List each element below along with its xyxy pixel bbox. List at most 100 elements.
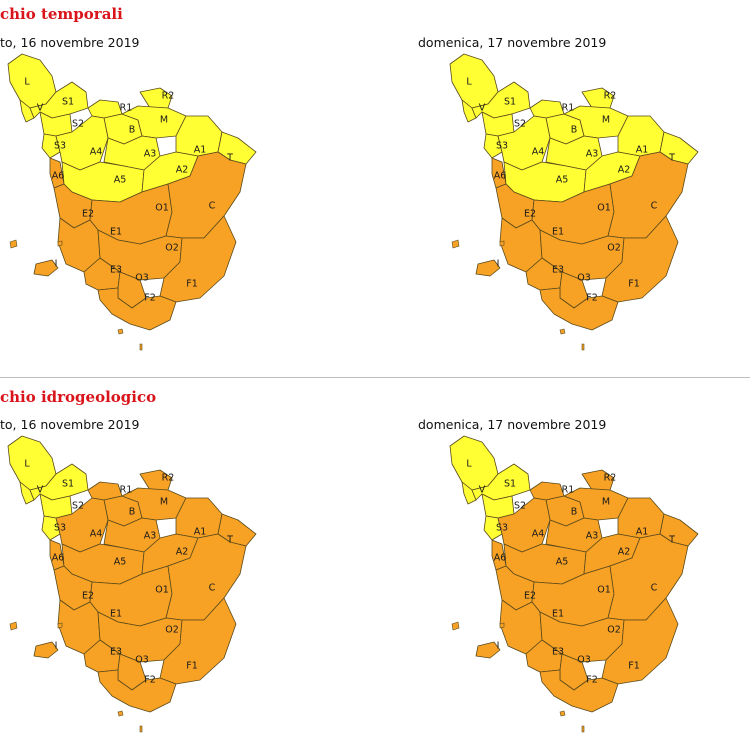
zone-label-a6: A6 xyxy=(494,171,507,182)
zone-label-o1: O1 xyxy=(597,585,611,596)
zone-label-a1: A1 xyxy=(194,145,207,156)
date-label-right: domenica, 17 novembre 2019 xyxy=(418,417,607,432)
zone-label-e2: E2 xyxy=(524,209,536,220)
zone-label-s1: S1 xyxy=(504,97,516,108)
zone-r2 xyxy=(581,87,615,109)
zone-label-f2: F2 xyxy=(144,675,156,686)
zone-i xyxy=(33,259,59,277)
zone-a4 xyxy=(497,115,551,171)
zone-label-e2: E2 xyxy=(82,591,94,602)
zone-label-r1: R1 xyxy=(120,485,133,496)
zone-label-m: M xyxy=(602,497,610,508)
island-3 xyxy=(581,343,585,351)
date-label-right: domenica, 17 novembre 2019 xyxy=(418,35,607,50)
zone-label-c: C xyxy=(651,201,658,212)
zone-f2 xyxy=(539,287,619,331)
zone-label-m: M xyxy=(160,497,168,508)
alert-map-idrogeologico-day2: L V S1 S2 R1 R2 B M S3 A4 A3 A1 T A6 A5 A2 E2 O1 C E1 O2 I E3 O… xyxy=(442,434,722,734)
zone-label-b: B xyxy=(129,507,136,518)
zone-label-a4: A4 xyxy=(532,147,545,158)
zone-label-f1: F1 xyxy=(186,661,198,672)
zone-label-s1: S1 xyxy=(504,479,516,490)
zone-label-s1: S1 xyxy=(62,479,74,490)
zone-label-r1: R1 xyxy=(562,485,575,496)
zone-v xyxy=(461,99,477,123)
date-label-left: to, 16 novembre 2019 xyxy=(0,35,140,50)
section-divider xyxy=(0,377,750,378)
island-0 xyxy=(451,239,460,249)
zone-label-f1: F1 xyxy=(186,279,198,290)
island-1 xyxy=(499,622,505,629)
zone-label-m: M xyxy=(602,115,610,126)
section-title-idrogeologico: chio idrogeologico xyxy=(0,388,157,406)
zone-label-o2: O2 xyxy=(165,243,179,254)
zone-label-e1: E1 xyxy=(110,227,122,238)
zone-label-a2: A2 xyxy=(176,547,189,558)
zone-a4 xyxy=(55,497,109,553)
zone-label-a3: A3 xyxy=(144,531,157,542)
zone-label-s2: S2 xyxy=(72,501,84,512)
zone-label-s2: S2 xyxy=(72,119,84,130)
zone-label-i: I xyxy=(497,259,500,270)
zone-label-e3: E3 xyxy=(110,265,122,276)
zone-label-f2: F2 xyxy=(586,293,598,304)
zone-label-s3: S3 xyxy=(54,523,66,534)
island-3 xyxy=(139,343,143,351)
zone-label-a6: A6 xyxy=(494,553,507,564)
zone-label-l: L xyxy=(466,459,472,470)
zone-label-r2: R2 xyxy=(604,473,617,484)
zone-label-l: L xyxy=(24,77,30,88)
zone-l xyxy=(7,435,57,491)
zone-label-o1: O1 xyxy=(155,585,169,596)
island-2 xyxy=(117,328,124,335)
date-label-left: to, 16 novembre 2019 xyxy=(0,417,140,432)
zone-label-s2: S2 xyxy=(514,119,526,130)
zone-a4 xyxy=(497,497,551,553)
zone-label-a6: A6 xyxy=(52,171,65,182)
zone-label-b: B xyxy=(571,125,578,136)
island-2 xyxy=(117,710,124,717)
zone-label-a3: A3 xyxy=(144,149,157,160)
tuscany-map-svg: L V S1 S2 R1 R2 B M S3 A4 A3 A1 T A6 A5 A2 E2 O1 C E1 O2 I E3 O… xyxy=(7,53,257,351)
zone-label-a1: A1 xyxy=(636,145,649,156)
island-2 xyxy=(559,328,566,335)
zone-label-s3: S3 xyxy=(496,523,508,534)
zone-label-r1: R1 xyxy=(562,103,575,114)
zone-f2 xyxy=(97,287,177,331)
zone-label-v: V xyxy=(479,485,486,496)
zone-label-a1: A1 xyxy=(194,527,207,538)
zone-label-e3: E3 xyxy=(110,647,122,658)
zone-label-c: C xyxy=(209,201,216,212)
zone-label-v: V xyxy=(37,485,44,496)
zone-a4 xyxy=(55,115,109,171)
zone-l xyxy=(449,53,499,109)
zone-label-a5: A5 xyxy=(556,175,569,186)
zone-i xyxy=(33,641,59,659)
zone-label-o2: O2 xyxy=(607,243,621,254)
zone-label-e1: E1 xyxy=(552,609,564,620)
island-0 xyxy=(9,621,18,631)
zone-label-t: T xyxy=(226,535,233,546)
zone-label-e1: E1 xyxy=(552,227,564,238)
zone-label-l: L xyxy=(24,459,30,470)
zone-r2 xyxy=(139,469,173,491)
zone-label-l: L xyxy=(466,77,472,88)
tuscany-map-svg: L V S1 S2 R1 R2 B M S3 A4 A3 A1 T A6 A5 A2 E2 O1 C E1 O2 I E3 O… xyxy=(7,435,257,733)
zone-i xyxy=(475,259,501,277)
zone-label-t: T xyxy=(668,153,675,164)
zone-label-a2: A2 xyxy=(618,547,631,558)
island-3 xyxy=(581,725,585,733)
zone-s3 xyxy=(41,133,61,159)
zone-l xyxy=(7,53,57,109)
island-2 xyxy=(559,710,566,717)
zone-label-o3: O3 xyxy=(577,273,591,284)
zone-label-b: B xyxy=(571,507,578,518)
zone-label-o2: O2 xyxy=(165,625,179,636)
zone-label-e2: E2 xyxy=(82,209,94,220)
zone-v xyxy=(19,99,35,123)
zone-v xyxy=(19,481,35,505)
tuscany-map-svg: L V S1 S2 R1 R2 B M S3 A4 A3 A1 T A6 A5 A2 E2 O1 C E1 O2 I E3 O… xyxy=(449,435,699,733)
zone-v xyxy=(461,481,477,505)
zone-label-i: I xyxy=(497,641,500,652)
zone-label-a4: A4 xyxy=(532,529,545,540)
